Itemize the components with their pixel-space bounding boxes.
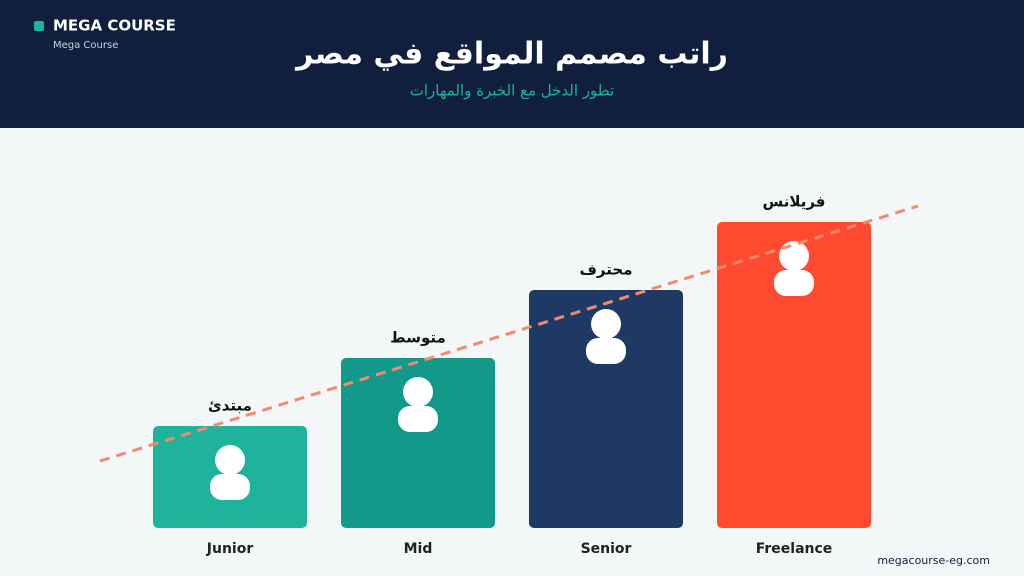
person-icon-body [774,270,814,296]
footer-url: megacourse-eg.com [877,554,990,567]
bar [529,290,683,528]
x-tick-label: Mid [404,541,433,557]
person-icon-head [403,377,433,407]
person-icon-head [779,241,809,271]
trend-line [99,204,919,463]
bar [717,222,871,528]
person-icon-body [586,338,626,364]
x-tick-label: Freelance [756,541,833,557]
x-tick-label: Senior [581,541,632,557]
person-icon-body [398,406,438,432]
person-icon-head [591,309,621,339]
x-tick-label: Junior [206,541,254,557]
person-icon-head [215,445,245,475]
bars: مبتدئ Junior متوسط Mid محترف Senior فريلانس Fre… [153,193,871,557]
chart-title: راتب مصمم المواقع في مصر [294,37,728,72]
person-icon-body [210,474,250,500]
header [0,0,1024,128]
bar-label: محترف [580,261,633,279]
logo-mark [34,21,44,31]
bar-label: فريلانس [762,193,825,211]
bar [341,358,495,528]
chart-subtitle: تطور الدخل مع الخبرة والمهارات [410,82,615,100]
bar-label: متوسط [390,329,446,347]
brand-name: MEGA COURSE [53,17,176,35]
bar-label: مبتدئ [208,397,252,415]
brand-tagline: Mega Course [53,40,118,51]
